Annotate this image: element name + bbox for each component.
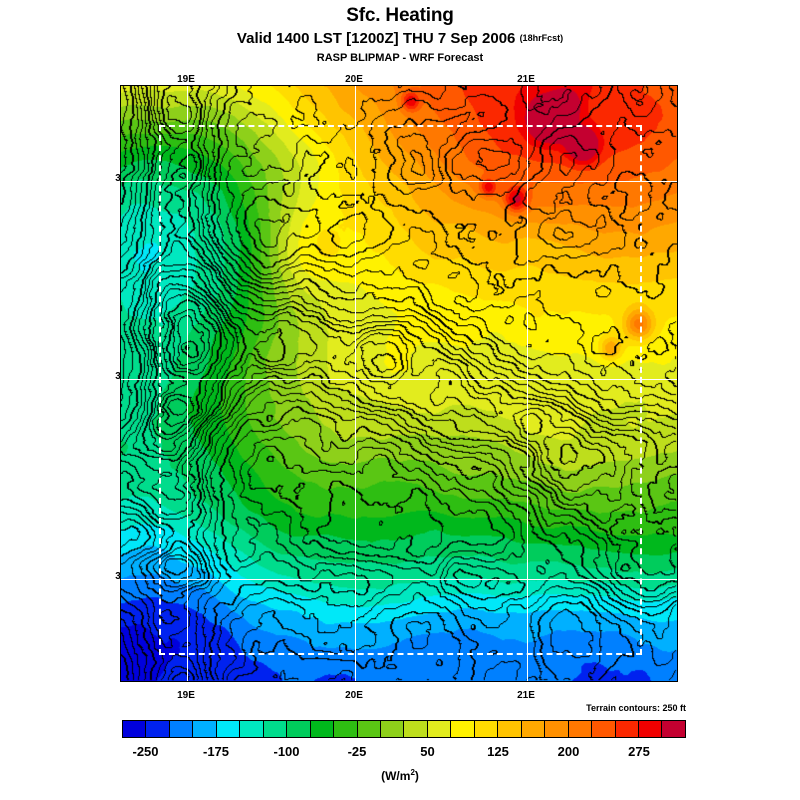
colorbar[interactable] — [122, 720, 686, 738]
colorbar-swatch-5 — [240, 721, 264, 737]
colorbar-swatch-1 — [146, 721, 170, 737]
colorbar-tick-1: -175 — [202, 744, 230, 759]
forecast-map[interactable] — [120, 85, 678, 682]
gridline-lat-34s — [121, 579, 677, 580]
colorbar-swatch-18 — [545, 721, 569, 737]
colorbar-swatch-7 — [287, 721, 311, 737]
colorbar-tick-4: 50 — [420, 744, 435, 759]
forecast-domain-box — [159, 125, 642, 655]
colorbar-swatch-22 — [638, 721, 663, 737]
colorbar-tick-7: 275 — [628, 744, 650, 759]
colorbar-swatch-8 — [310, 721, 335, 737]
heatmap-canvas — [121, 86, 677, 681]
colorbar-tick-2: -100 — [273, 744, 300, 759]
lon-label-top-0: 19E — [177, 74, 195, 85]
gridline-lat-32s — [121, 181, 677, 182]
lon-label-bottom-0: 19E — [177, 690, 195, 701]
forecast-hour-label: (18hrFcst) — [519, 33, 564, 43]
gridline-lon-19e — [187, 86, 188, 681]
colorbar-tick-6: 200 — [557, 744, 580, 759]
colorbar-swatch-14 — [451, 721, 475, 737]
valid-time-text: Valid 1400 LST [1200Z] THU 7 Sep 2006 — [236, 30, 516, 47]
colorbar-swatch-19 — [568, 721, 593, 737]
colorbar-swatch-15 — [474, 721, 499, 737]
colorbar-tick-5: 125 — [487, 744, 509, 759]
colorbar-swatch-0 — [123, 721, 147, 737]
gridline-lon-20e — [355, 86, 356, 681]
colorbar-swatch-21 — [615, 721, 639, 737]
colorbar-swatch-2 — [169, 721, 194, 737]
lon-label-top-1: 20E — [345, 74, 363, 85]
units-prefix: (W/m — [381, 769, 411, 783]
colorbar-swatch-9 — [334, 721, 358, 737]
colorbar-swatch-10 — [357, 721, 381, 737]
lon-label-bottom-2: 21E — [517, 690, 535, 701]
colorbar-swatch-11 — [380, 721, 405, 737]
lon-label-top-2: 21E — [517, 74, 535, 85]
gridline-lat-33s — [121, 379, 677, 380]
gridline-lon-21e — [527, 86, 528, 681]
colorbar-swatch-13 — [427, 721, 452, 737]
page-title: Sfc. Heating — [346, 5, 454, 26]
colorbar-tick-3: -25 — [347, 744, 367, 759]
colorbar-swatch-16 — [498, 721, 522, 737]
units-exponent: 2 — [410, 768, 415, 777]
colorbar-swatch-12 — [404, 721, 428, 737]
colorbar-swatch-20 — [592, 721, 616, 737]
model-source-label: RASP BLIPMAP - WRF Forecast — [316, 52, 484, 64]
units-suffix: ) — [414, 769, 419, 783]
title-block: Sfc. Heating Valid 1400 LST [1200Z] THU … — [0, 0, 800, 65]
colorbar-swatch-3 — [193, 721, 217, 737]
colorbar-swatch-17 — [521, 721, 546, 737]
lon-label-bottom-1: 20E — [345, 690, 363, 701]
colorbar-swatch-6 — [263, 721, 288, 737]
colorbar-tick-0: -250 — [132, 744, 159, 759]
colorbar-units-label: (W/m2) — [0, 768, 800, 783]
valid-time-subtitle: Valid 1400 LST [1200Z] THU 7 Sep 2006 (1… — [0, 30, 800, 47]
terrain-contours-note: Terrain contours: 250 ft — [586, 703, 686, 713]
colorbar-swatch-4 — [216, 721, 241, 737]
colorbar-swatch-23 — [662, 721, 685, 737]
